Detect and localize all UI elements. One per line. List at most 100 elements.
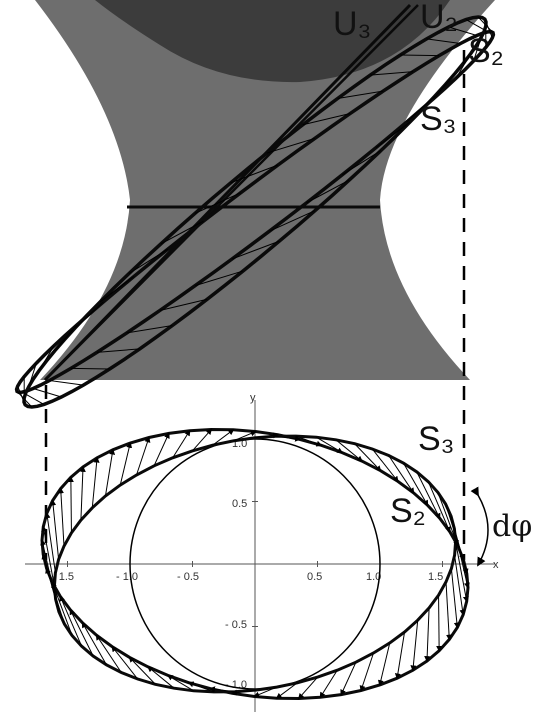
top-hatch-line <box>370 71 414 76</box>
top-hatch-line <box>28 362 37 387</box>
top-hatch-line <box>17 385 26 406</box>
hatch-arrow <box>410 620 419 672</box>
hatch-arrow <box>450 568 460 629</box>
top-hatch-line <box>74 301 104 329</box>
hatch-arrow <box>81 621 107 666</box>
hatch-arrow <box>69 608 94 657</box>
hatch-arrow <box>253 686 277 698</box>
hatch-arrow <box>57 487 65 547</box>
x-tick-label-0.5: 0.5 <box>307 571 322 583</box>
top-hatch-line <box>21 391 45 405</box>
hatch-arrow <box>95 634 122 673</box>
hatch-arrow <box>394 631 406 680</box>
top-hatch-line <box>306 179 350 204</box>
xy-plot: x y - 1.5 - 1.0 - 0.5 0.5 1.0 1.5 1.0 0.… <box>25 392 532 712</box>
top-hatch-line <box>16 390 33 408</box>
hatch-arrow <box>104 448 116 497</box>
hatch-arrow <box>91 456 100 508</box>
hatch-arrow <box>297 676 319 700</box>
top-hatch-line <box>49 380 84 386</box>
hatch-arrow <box>50 499 60 560</box>
top-hatch-line <box>126 324 173 334</box>
y-axis-label: y <box>250 392 256 404</box>
hatch-arrow <box>371 448 399 483</box>
top-hatch-line <box>70 367 110 370</box>
label-u3: U₃ <box>333 5 371 43</box>
hatch-arrow <box>359 652 374 692</box>
hatch-arrow <box>455 541 469 603</box>
hatch-arrow <box>153 432 170 467</box>
y-tick-label-neg0.5: - 0.5 <box>225 619 247 631</box>
hatch-arrow <box>44 512 56 573</box>
y-tick-label-0.5: 0.5 <box>232 498 247 510</box>
ruling-line-u2 <box>44 4 419 381</box>
hatch-arrow <box>275 435 301 442</box>
top-hatch-line <box>230 164 279 184</box>
hatch-arrow <box>354 443 382 472</box>
hatch-arrow <box>436 595 443 652</box>
top-hatch-line <box>269 210 316 232</box>
hatch-arrow <box>424 607 431 663</box>
hatch-arrow <box>403 462 429 507</box>
top-hatch-line <box>477 16 494 34</box>
hatch-arrow <box>147 666 175 689</box>
hatch-arrow <box>128 656 156 685</box>
top-s3-curve <box>14 29 496 395</box>
hatch-arrow <box>254 432 279 439</box>
label-s2-bottom: S₂ <box>390 492 426 530</box>
hatch-arrow <box>172 429 191 459</box>
hatch-arrow <box>231 689 256 696</box>
hatch-arrow <box>212 429 235 446</box>
top-hatch-line <box>160 220 204 245</box>
hatch-arrow <box>427 481 451 533</box>
top-hatch-line <box>194 192 241 214</box>
hatch-arrow <box>316 436 344 454</box>
hatch-arrow <box>79 465 86 521</box>
top-hatch-line <box>159 298 208 311</box>
bottom-curves-group <box>40 427 470 701</box>
hatch-arrow <box>166 674 194 692</box>
label-s2-top: S₂ <box>468 32 504 70</box>
label-s3-top: S₃ <box>420 100 457 138</box>
hatch-arrow <box>335 439 363 462</box>
top-hatch-line <box>302 113 351 126</box>
label-u2: U₂ <box>420 0 458 36</box>
hatch-arrow <box>136 436 151 476</box>
top-hatch-line <box>406 95 436 123</box>
top-hatch-line <box>400 54 440 57</box>
hatch-arrow <box>416 471 441 520</box>
hatch-arrow <box>340 661 357 696</box>
hatch-arrow <box>67 476 74 533</box>
hatch-arrow <box>319 669 338 699</box>
hatch-arrow <box>275 682 298 699</box>
hatch-arrow <box>388 455 415 494</box>
hatch-arrow <box>454 555 466 616</box>
dphi-arc <box>470 486 489 567</box>
x-tick-label-1.5: 1.5 <box>428 571 443 583</box>
top-hatch-line <box>38 345 55 371</box>
hatch-arrow <box>45 567 65 625</box>
top-hatch-line <box>448 26 478 36</box>
hyperboloid-panel: U₃ U₂ S₂ S₃ <box>14 0 504 409</box>
hatch-arrow <box>233 430 257 442</box>
label-s3-bottom: S₃ <box>418 420 455 458</box>
hatch-arrow <box>59 595 83 647</box>
top-hatch-line <box>128 248 168 275</box>
hatch-arrow <box>41 525 55 587</box>
top-hatch-line <box>266 137 315 154</box>
top-hatch-line <box>465 19 489 33</box>
hatch-arrow <box>119 441 133 486</box>
top-hatch-line <box>455 53 472 79</box>
top-hatch-line <box>433 72 456 100</box>
x-tick-label-neg1.5: - 1.5 <box>52 571 74 583</box>
hatch-arrow <box>191 428 213 452</box>
hatch-arrow <box>437 492 459 547</box>
label-dphi: dφ <box>492 509 532 544</box>
x-tick-label-neg0.5: - 0.5 <box>177 571 199 583</box>
top-hatch-line <box>99 275 135 303</box>
hatch-arrow <box>111 645 139 680</box>
hatch-arrow <box>377 642 391 687</box>
x-tick-label-neg1.0: - 1.0 <box>116 571 138 583</box>
hatch-arrow <box>445 581 453 641</box>
